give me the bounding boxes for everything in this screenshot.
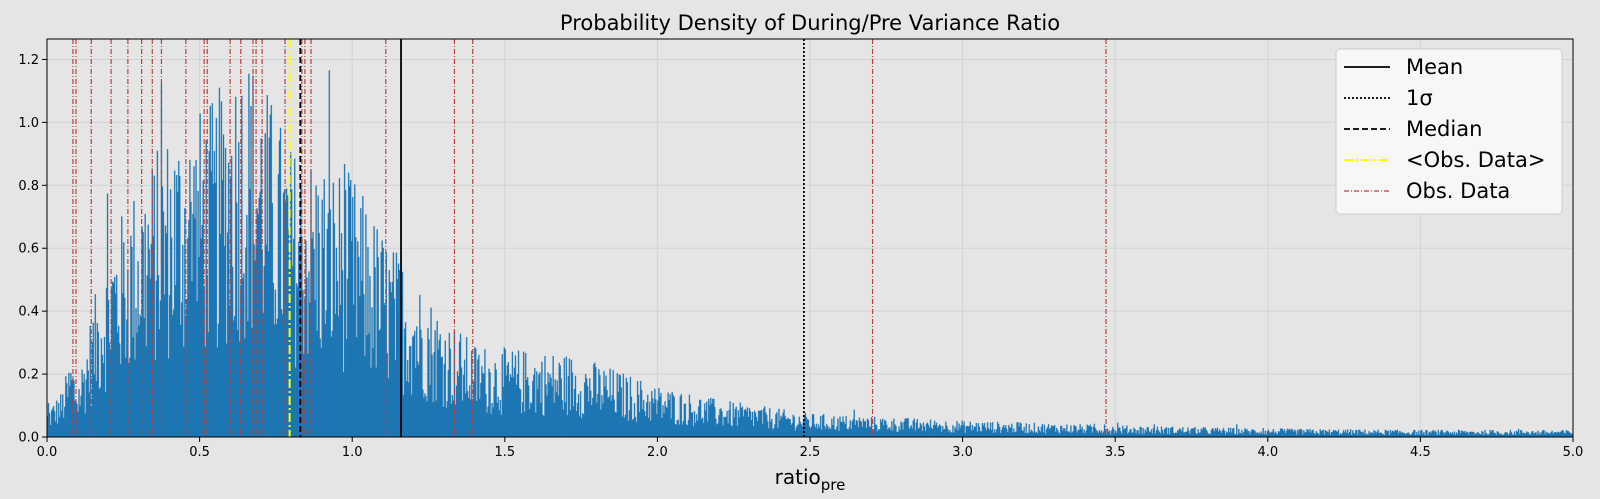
x-axis-label: ratiopre [775, 465, 846, 494]
x-tick-label-0: 0.0 [37, 445, 58, 460]
x-axis-ticks: 0.0 0.5 1.0 1.5 2.0 2.5 3.0 3.5 4.0 4.5 5.0 [37, 437, 1584, 460]
y-tick-label-5: 1.0 [18, 116, 39, 131]
chart-title: Probability Density of During/Pre Varian… [560, 11, 1060, 35]
y-tick-label-6: 1.2 [18, 53, 39, 68]
x-axis-label-subscript: pre [821, 476, 846, 494]
legend-label-median: Median [1406, 117, 1482, 141]
histogram-bar-series [46, 70, 1574, 438]
reference-lines [72, 39, 1107, 437]
x-tick-label-8: 4.0 [1257, 445, 1278, 460]
histogram-bars [46, 70, 1574, 438]
y-axis-ticks: 0.0 0.2 0.4 0.6 0.8 1.0 1.2 [18, 53, 47, 446]
x-tick-label-1: 0.5 [189, 445, 210, 460]
x-tick-label-10: 5.0 [1563, 445, 1584, 460]
y-tick-label-2: 0.4 [18, 305, 39, 320]
legend-box [1335, 48, 1563, 215]
x-tick-label-3: 1.5 [494, 445, 515, 460]
legend-label-sigma: 1σ [1406, 86, 1433, 110]
y-tick-label-1: 0.2 [18, 368, 39, 383]
y-tick-label-0: 0.0 [18, 431, 39, 446]
legend: Mean 1σ Median <Obs. Data> Obs. Data [1335, 48, 1563, 215]
legend-label-obs_data: Obs. Data [1406, 179, 1510, 203]
x-tick-label-7: 3.5 [1105, 445, 1126, 460]
legend-label-obs_mean: <Obs. Data> [1406, 148, 1545, 172]
x-tick-label-4: 2.0 [647, 445, 668, 460]
x-tick-label-2: 1.0 [342, 445, 363, 460]
x-tick-label-9: 4.5 [1410, 445, 1431, 460]
x-axis-label-main: ratio [775, 465, 821, 489]
legend-label-mean: Mean [1406, 55, 1463, 79]
x-tick-label-6: 3.0 [952, 445, 973, 460]
x-tick-label-5: 2.5 [800, 445, 821, 460]
y-tick-label-4: 0.8 [18, 179, 39, 194]
y-tick-label-3: 0.6 [18, 242, 39, 257]
